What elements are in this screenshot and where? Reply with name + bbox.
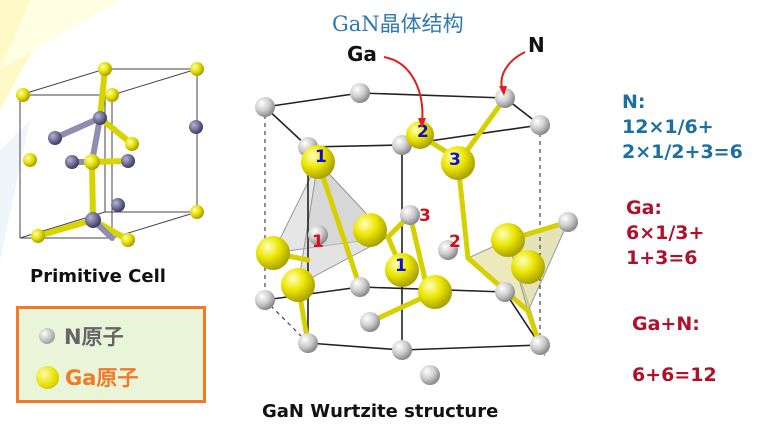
atom-number-blue: 3 [449,150,461,170]
atom-numbers: 1 2 3 1 1 3 2 [312,122,461,276]
ga-atom [385,253,419,287]
atom-number-red: 3 [419,206,431,226]
ga-atom [31,229,45,243]
calc-line: Ga: [626,197,663,219]
ga-atoms [256,121,545,309]
n-count-calculation: N: 12×1/6+ 2×1/2+3=6 [622,90,743,165]
legend-ga-label: Ga原子 [65,366,139,390]
n-atom [495,282,515,302]
ga-atom [23,153,37,167]
n-atom [65,155,79,169]
total-count-heading: Ga+N: [632,313,700,335]
atom-number-blue: 1 [315,147,327,167]
ga-atom [84,154,100,170]
n-atom [308,225,328,245]
ga-count-calculation: Ga: 6×1/3+ 1+3=6 [626,196,704,271]
n-atom [85,212,101,228]
atom-number-red: 2 [449,232,461,252]
n-atom [121,154,135,168]
ga-atom [190,205,204,219]
n-atom [93,111,107,125]
total-count-value: 6+6=12 [632,364,717,386]
n-atom [495,88,515,108]
n-atom [400,205,420,225]
calc-line: N: [622,91,646,113]
n-atom [392,340,412,360]
ga-atom [121,233,135,247]
n-atom [558,212,578,232]
n-atom [350,277,370,297]
ga-atom [105,88,119,102]
primitive-cell-atoms [16,62,204,247]
n-atom-icon [39,328,55,344]
wurtzite-structure-diagram: 1 2 3 1 1 3 2 [255,83,578,385]
legend: N原子 Ga原子 [16,306,206,403]
n-atom [255,290,275,310]
ga-atom [281,268,315,302]
primitive-cell-diagram [16,62,204,247]
n-atom [111,198,125,212]
ga-atom [190,62,204,76]
n-atom [420,365,440,385]
primitive-cell-caption: Primitive Cell [30,266,166,287]
ga-atom [511,250,545,284]
legend-n-label: N原子 [64,325,124,349]
calc-line: 6×1/3+ [626,222,705,244]
ga-atom [301,145,335,179]
n-atom [438,240,458,260]
ga-atom [353,213,387,247]
calc-line: 12×1/6+ [622,116,714,138]
calc-line: 2×1/2+3=6 [622,141,743,163]
wurtzite-caption: GaN Wurtzite structure [262,401,499,422]
atom-number-blue: 1 [395,256,407,276]
n-atom [350,83,370,103]
ga-atom-icon [36,365,59,389]
legend-ga-row: Ga原子 [36,362,139,392]
legend-n-row: N原子 [39,321,124,351]
page-title: GaN晶体结构 [332,12,464,36]
ga-atom [406,121,434,149]
n-atom [530,115,550,135]
ga-pointer-label: Ga [347,42,377,66]
n-atom [255,97,275,117]
ga-atom [256,236,290,270]
n-atom [48,131,62,145]
n-atom [189,120,203,134]
n-pointer-label: N [528,33,545,57]
n-atom [530,335,550,355]
atom-number-blue: 2 [417,122,429,142]
ga-atom [491,223,525,257]
ga-atom [16,88,30,102]
calc-line: 1+3=6 [626,247,698,269]
ga-atom [125,137,139,151]
ga-atom [441,146,475,180]
ga-atom [98,62,112,76]
n-atom [360,312,380,332]
ga-atom [418,275,452,309]
atom-number-red: 1 [312,232,324,252]
n-atom [298,333,318,353]
